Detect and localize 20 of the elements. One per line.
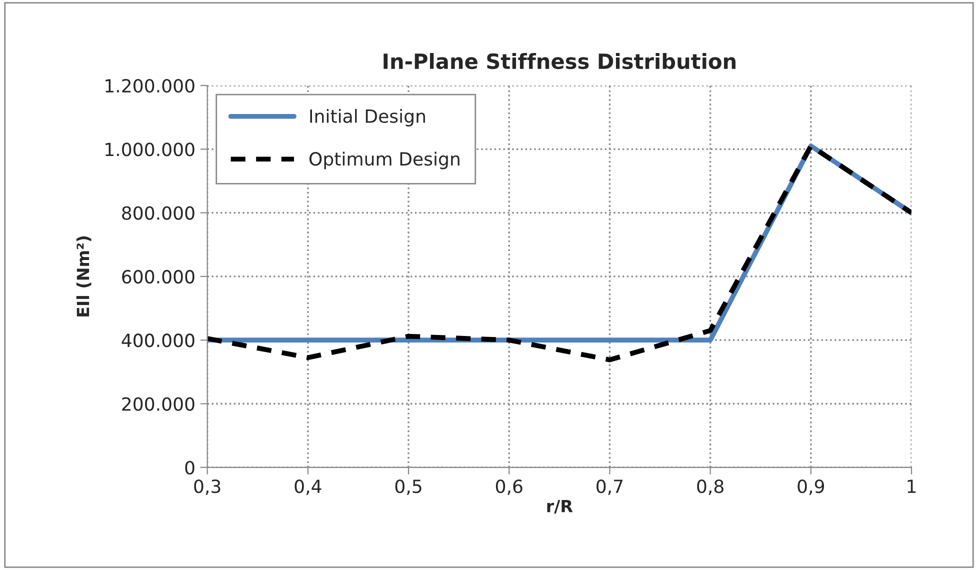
y-tick-label: 400.000 <box>122 334 194 348</box>
x-tick-label: 0,3 <box>194 480 220 496</box>
x-tick-label: 0,4 <box>294 480 322 496</box>
y-axis-title: EIl (Nm²) <box>76 236 92 316</box>
y-tick-label: 1.200.000 <box>106 78 194 93</box>
legend-label: Optimum Design <box>309 152 460 170</box>
x-tick-label: 0,9 <box>798 480 824 496</box>
y-tick-label: 600.000 <box>122 270 194 284</box>
y-tick-label: 0 <box>185 460 194 475</box>
x-tick-label: 0,6 <box>496 480 522 496</box>
y-tick-label: 1.000.000 <box>106 142 194 156</box>
x-tick-label: 0,8 <box>697 480 724 496</box>
x-axis-title: r/R <box>547 500 573 514</box>
y-tick-label: 800.000 <box>122 206 194 220</box>
x-tick-label: 1 <box>908 480 916 493</box>
chart-title: In-Plane Stiffness Distribution <box>384 53 736 70</box>
legend-label: Initial Design <box>310 108 425 126</box>
x-tick-label: 0,7 <box>596 480 623 496</box>
y-tick-label: 200.000 <box>122 397 194 411</box>
x-tick-label: 0,5 <box>395 480 422 496</box>
